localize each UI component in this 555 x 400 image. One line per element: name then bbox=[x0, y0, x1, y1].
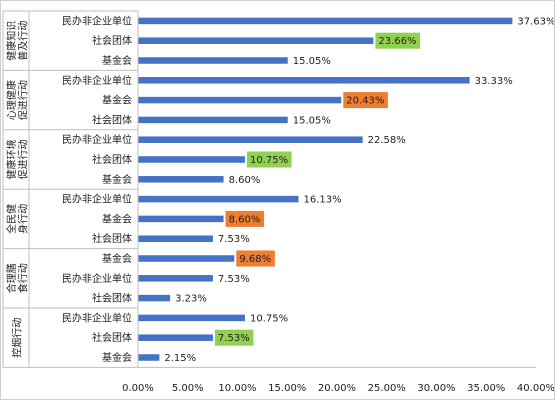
category-label: 基金会 bbox=[102, 351, 132, 364]
x-tick-label: 40.00% bbox=[517, 383, 554, 394]
category-label: 民办非企业单位 bbox=[62, 133, 132, 146]
bar bbox=[138, 37, 374, 44]
value-label: 20.43% bbox=[346, 96, 384, 107]
value-label: 3.23% bbox=[175, 294, 207, 305]
bar bbox=[138, 334, 213, 341]
bar bbox=[138, 314, 245, 322]
value-label: 8.60% bbox=[229, 214, 261, 225]
bar bbox=[138, 57, 288, 64]
bar bbox=[138, 136, 363, 143]
bar bbox=[138, 215, 224, 223]
category-label: 基金会 bbox=[102, 54, 132, 67]
category-label: 社会团体 bbox=[92, 34, 132, 47]
value-label: 9.68% bbox=[239, 254, 271, 265]
bar bbox=[138, 294, 171, 302]
bar bbox=[138, 116, 288, 124]
value-label: 33.33% bbox=[475, 76, 513, 87]
value-label: 16.13% bbox=[303, 195, 341, 206]
value-label: 2.15% bbox=[164, 353, 196, 364]
bar bbox=[138, 96, 342, 104]
value-label-highlight bbox=[225, 210, 265, 227]
x-tick-label: 10.00% bbox=[218, 383, 256, 394]
bar bbox=[138, 156, 245, 163]
x-tick-label: 35.00% bbox=[467, 383, 505, 394]
x-tick-label: 0.00% bbox=[122, 383, 154, 394]
bar bbox=[138, 235, 213, 242]
group-label: 合理膳食行动 bbox=[5, 263, 30, 293]
bar bbox=[138, 176, 224, 183]
value-label: 23.66% bbox=[378, 36, 416, 47]
value-label: 8.60% bbox=[229, 175, 261, 186]
x-tick-label: 15.00% bbox=[268, 383, 306, 394]
category-label: 民办非企业单位 bbox=[62, 193, 132, 206]
category-label: 民办非企业单位 bbox=[62, 74, 132, 87]
category-label: 社会团体 bbox=[92, 331, 132, 344]
category-label: 基金会 bbox=[102, 94, 132, 107]
group-label: 控烟行动 bbox=[11, 318, 24, 358]
category-label: 基金会 bbox=[102, 173, 132, 186]
value-label: 37.63% bbox=[517, 16, 554, 27]
category-label: 基金会 bbox=[102, 212, 132, 225]
group-label: 心理健康促进行动 bbox=[5, 80, 30, 120]
value-label-highlight bbox=[246, 151, 292, 168]
value-label-highlight bbox=[236, 250, 275, 267]
group-label: 全民健身行动 bbox=[5, 204, 30, 234]
category-label: 社会团体 bbox=[92, 292, 132, 305]
bar bbox=[138, 195, 299, 203]
group-label: 健康知识普及行动 bbox=[5, 21, 30, 61]
value-label-highlight bbox=[343, 92, 388, 109]
bar bbox=[138, 255, 235, 262]
x-tick-label: 20.00% bbox=[318, 383, 356, 394]
category-label: 社会团体 bbox=[92, 232, 132, 245]
category-label: 民办非企业单位 bbox=[62, 311, 132, 324]
bar bbox=[138, 17, 513, 25]
category-label: 社会团体 bbox=[92, 113, 132, 126]
value-label-highlight bbox=[375, 32, 421, 49]
value-label: 22.58% bbox=[368, 135, 406, 146]
category-label: 民办非企业单位 bbox=[62, 14, 132, 27]
x-tick-label: 5.00% bbox=[172, 383, 204, 394]
bar bbox=[138, 275, 213, 282]
category-label: 社会团体 bbox=[92, 153, 132, 166]
value-label: 7.53% bbox=[218, 274, 250, 285]
category-label: 基金会 bbox=[102, 252, 132, 265]
value-label: 15.05% bbox=[293, 115, 331, 126]
x-tick-label: 25.00% bbox=[368, 383, 406, 394]
value-label-highlight bbox=[214, 329, 254, 346]
value-label: 10.75% bbox=[250, 155, 288, 166]
value-label: 7.53% bbox=[218, 234, 250, 245]
category-label: 民办非企业单位 bbox=[62, 272, 132, 285]
value-label: 15.05% bbox=[293, 56, 331, 67]
group-label: 健康环境促进行动 bbox=[5, 140, 30, 180]
value-label: 7.53% bbox=[218, 333, 250, 344]
bar bbox=[138, 77, 470, 84]
x-tick-label: 30.00% bbox=[417, 383, 455, 394]
value-label: 10.75% bbox=[250, 313, 288, 324]
bar bbox=[138, 354, 160, 361]
